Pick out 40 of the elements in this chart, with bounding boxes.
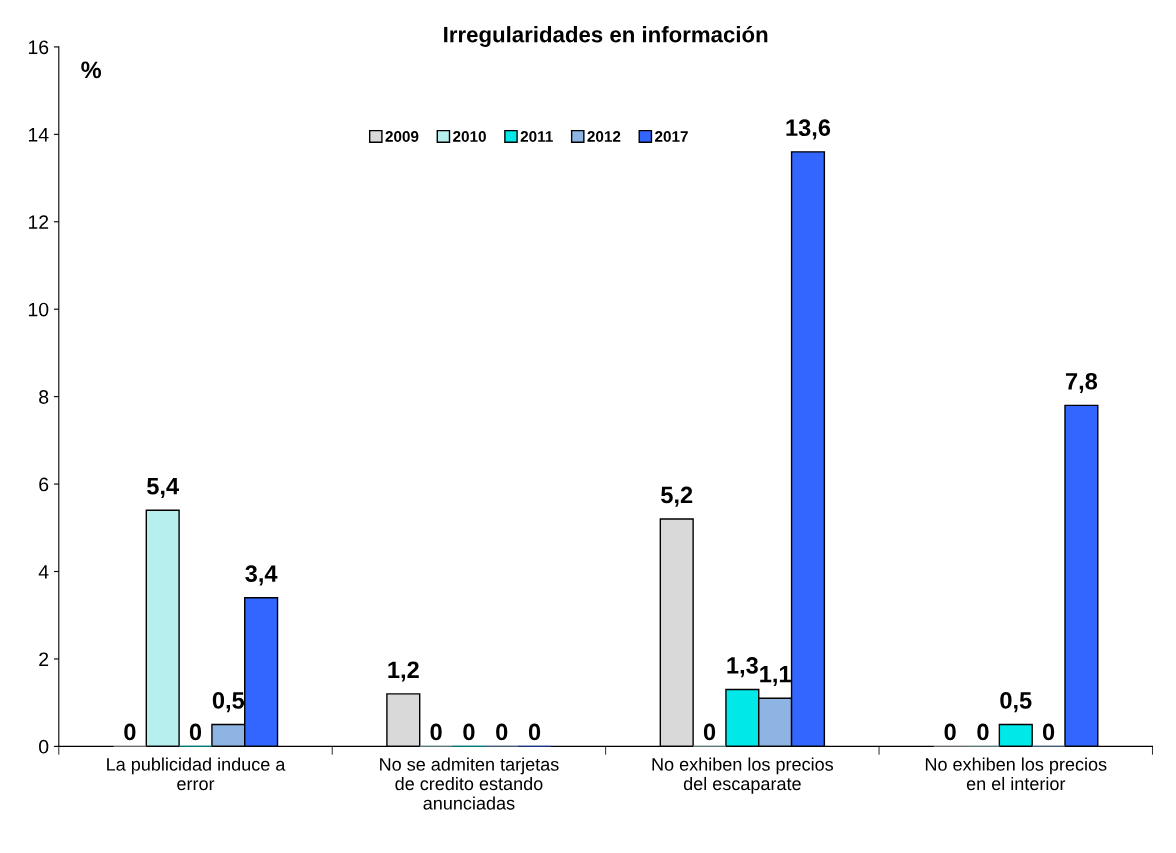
data-label: 0: [944, 723, 956, 741]
y-axis-title: %: [81, 61, 102, 79]
x-tick-label: La publicidad induce a error: [107, 757, 286, 791]
data-label: 0: [124, 723, 136, 741]
data-label: 0: [1042, 723, 1055, 741]
data-label: 1,2: [388, 661, 419, 682]
y-tick-label: 0: [39, 739, 49, 754]
x-tick-label: No exhiben los precios del escaparate: [652, 757, 834, 794]
data-label: 0: [189, 723, 202, 741]
data-label: 0: [703, 723, 716, 741]
data-label: 0: [977, 723, 989, 741]
y-tick-label: 4: [38, 565, 49, 579]
y-tick-label: 14: [28, 128, 49, 142]
data-label: 0,5: [1000, 692, 1032, 713]
x-tick-label: No exhiben los precios en el interior: [925, 757, 1107, 791]
data-label: 3,4: [245, 565, 278, 586]
y-tick-label: 12: [28, 215, 49, 229]
legend-label: 2009: [385, 131, 419, 142]
data-label: 1,3: [727, 657, 758, 678]
y-tick-label: 2: [39, 652, 49, 666]
data-label: 1,1: [760, 666, 791, 686]
legend-label: 2010: [453, 131, 486, 142]
data-label: 0: [496, 723, 508, 741]
legend-label: 2012: [587, 131, 621, 142]
data-label: 5,4: [147, 478, 179, 498]
y-tick-label: 10: [28, 302, 49, 317]
data-label: 0: [528, 723, 541, 741]
data-label: 13,6: [786, 119, 831, 140]
y-tick-label: 8: [39, 390, 49, 404]
y-tick-label: 16: [28, 40, 49, 55]
legend-label: 2017: [655, 131, 688, 142]
data-label: 0: [430, 723, 442, 741]
chart-title: Irregularidades en información: [444, 25, 768, 47]
data-label: 5,2: [661, 486, 693, 507]
legend-label: 2011: [520, 131, 553, 142]
data-label: 0: [463, 723, 475, 741]
y-tick-label: 6: [39, 477, 49, 492]
data-label: 0,5: [212, 692, 245, 713]
data-label: 7,8: [1066, 372, 1098, 394]
x-tick-label: No se admiten tarjetas de credito estando anunciadas: [380, 757, 559, 810]
